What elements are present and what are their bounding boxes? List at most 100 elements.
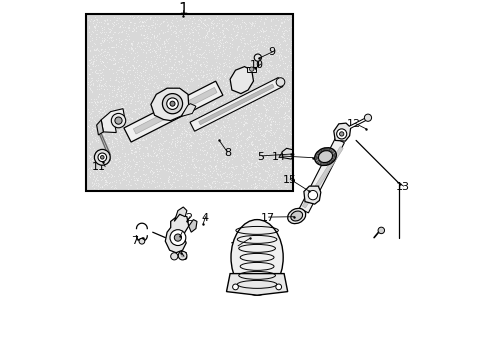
Point (149, 178, 157, 184)
Point (278, 20, 286, 26)
Point (139, 76, 147, 82)
Point (160, 107, 168, 113)
Point (278, 100, 286, 105)
Polygon shape (165, 214, 188, 253)
Point (203, 123, 210, 129)
Point (224, 34, 232, 40)
Point (118, 28, 125, 33)
Point (216, 41, 224, 46)
Point (98, 139, 105, 145)
Point (125, 162, 133, 167)
Point (252, 148, 260, 153)
Point (129, 157, 137, 163)
Point (159, 185, 166, 191)
Point (284, 178, 291, 184)
Point (270, 51, 278, 57)
Point (94, 62, 102, 68)
Point (118, 150, 125, 156)
Point (233, 142, 241, 148)
Point (280, 102, 288, 107)
Point (213, 129, 221, 134)
Point (95, 91, 102, 96)
Point (117, 41, 124, 46)
Point (189, 164, 197, 170)
Point (221, 92, 228, 98)
Point (174, 174, 182, 179)
Point (189, 75, 197, 81)
Point (186, 43, 194, 49)
Point (181, 89, 188, 95)
Point (193, 57, 201, 63)
Point (87, 78, 95, 84)
Point (272, 181, 280, 187)
Point (156, 148, 163, 154)
Point (237, 150, 245, 156)
Point (263, 39, 271, 45)
Point (110, 19, 118, 24)
Point (218, 71, 225, 76)
Point (144, 112, 152, 118)
Point (225, 67, 233, 73)
Point (221, 149, 229, 155)
Point (224, 109, 231, 115)
Point (280, 164, 288, 170)
Point (113, 86, 121, 91)
Point (121, 150, 129, 156)
Point (231, 35, 239, 41)
Point (153, 103, 161, 108)
Point (97, 98, 104, 104)
Point (146, 75, 154, 81)
Point (134, 177, 142, 183)
Point (105, 83, 113, 89)
Point (121, 46, 128, 52)
Point (138, 26, 145, 31)
Point (280, 95, 288, 100)
Point (154, 85, 162, 91)
Point (168, 64, 176, 70)
Point (163, 48, 171, 53)
Point (140, 78, 147, 84)
Point (156, 123, 163, 129)
Point (265, 33, 273, 39)
Point (87, 138, 95, 144)
Point (196, 17, 203, 23)
Point (170, 44, 178, 50)
Point (265, 149, 273, 155)
Point (164, 173, 172, 179)
Point (94, 127, 102, 133)
Point (156, 147, 163, 153)
Point (284, 149, 291, 155)
Point (106, 157, 114, 162)
Point (185, 64, 193, 69)
Point (264, 45, 272, 51)
Point (176, 138, 184, 144)
Point (140, 87, 147, 93)
Point (164, 71, 172, 77)
Point (105, 180, 113, 186)
Point (261, 134, 268, 140)
Point (269, 140, 277, 145)
Point (204, 86, 212, 91)
Point (152, 171, 160, 177)
Point (282, 123, 290, 129)
Point (101, 181, 109, 187)
Point (131, 135, 139, 141)
Point (88, 108, 96, 113)
Point (112, 100, 120, 105)
Point (241, 120, 249, 126)
Point (252, 15, 260, 21)
Point (278, 156, 286, 161)
Point (258, 86, 266, 91)
Point (104, 21, 112, 27)
Point (135, 124, 142, 130)
Point (122, 60, 130, 66)
Point (205, 121, 213, 126)
Point (274, 39, 282, 45)
Point (117, 87, 124, 93)
Point (129, 76, 137, 82)
Point (203, 15, 211, 21)
Point (264, 87, 272, 93)
Point (222, 80, 230, 85)
Point (170, 113, 178, 118)
Point (111, 60, 119, 66)
